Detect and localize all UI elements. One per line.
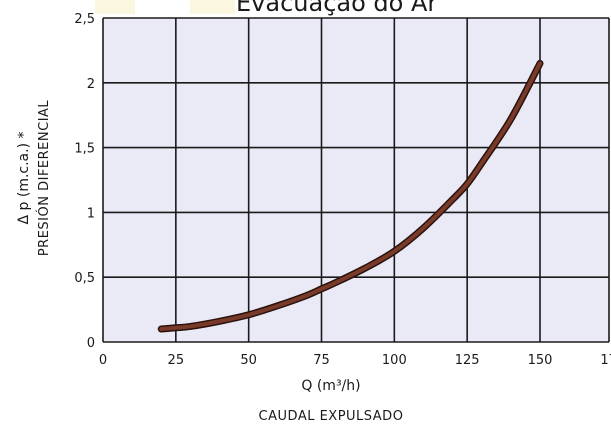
x-tick-label: 175 — [600, 353, 611, 368]
x-tick-label: 75 — [313, 353, 330, 368]
series-line-0 — [159, 61, 542, 332]
x-tick-label: 50 — [240, 353, 257, 368]
y-tick-label: 1,5 — [74, 142, 95, 157]
plot-area — [103, 18, 609, 342]
x-axis-ticks: 0 25 50 75 100 125 150 175 — [99, 353, 611, 368]
series-group — [157, 59, 544, 333]
x-tick-label: 0 — [99, 353, 107, 368]
x-axis-sublabel: CAUDAL EXPULSADO — [259, 409, 404, 424]
y-tick-label: 0,5 — [74, 271, 95, 286]
y-tick-label: 0 — [87, 336, 95, 351]
header-fragment: Evacuação do Ar — [236, 0, 437, 17]
y-tick-label: 2 — [87, 77, 95, 92]
x-tick-label: 25 — [168, 353, 185, 368]
x-tick-label: 100 — [382, 353, 407, 368]
y-axis-label: Δ p (m.c.a.) * — [16, 131, 32, 224]
y-tick-label: 2,5 — [74, 12, 95, 27]
header-highlight-2 — [190, 0, 235, 14]
header-highlight — [95, 0, 135, 14]
y-tick-label: 1 — [87, 206, 95, 221]
x-axis-label: Q (m³/h) — [301, 378, 360, 394]
x-tick-label: 125 — [455, 353, 480, 368]
x-tick-label: 150 — [528, 353, 553, 368]
y-axis-sublabel: PRESIÓN DIFERENCIAL — [36, 100, 52, 257]
y-axis-ticks: 0 0,5 1 1,5 2 2,5 — [74, 12, 95, 351]
